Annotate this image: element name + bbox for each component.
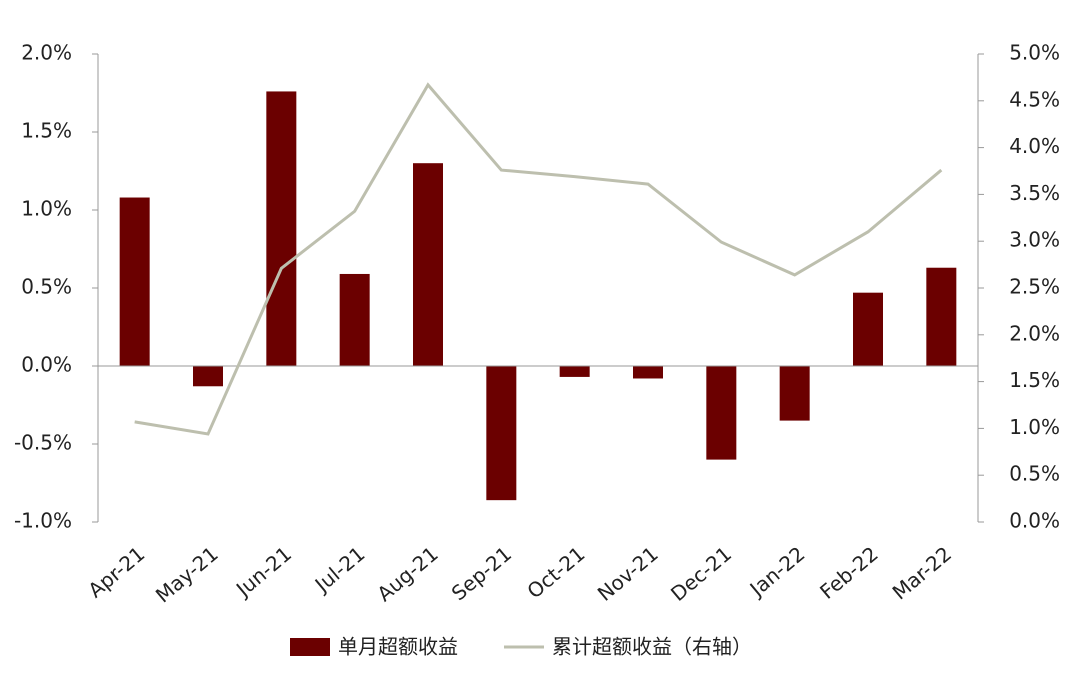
legend-label: 单月超额收益	[338, 635, 458, 659]
bar	[926, 267, 957, 366]
y-tick-label: -0.5%	[14, 431, 72, 455]
x-tick-label: Mar-22	[888, 542, 956, 605]
x-tick-label: Jun-21	[230, 542, 296, 603]
x-tick-label: Sep-21	[447, 542, 516, 606]
y2-tick-label: 4.5%	[1009, 87, 1060, 111]
x-tick-label: Apr-21	[83, 542, 149, 603]
x-tick-label: Feb-22	[815, 542, 883, 604]
bar	[486, 366, 517, 501]
bar	[706, 366, 737, 460]
x-tick-label: Oct-21	[522, 542, 589, 604]
y-tick-label: 2.0%	[21, 41, 72, 65]
x-tick-label: Jan-22	[744, 542, 810, 602]
y2-tick-label: 1.0%	[1009, 415, 1060, 439]
x-tick-label: Jul-21	[309, 542, 369, 598]
y2-tick-label: 2.0%	[1009, 321, 1060, 345]
bar	[413, 163, 443, 366]
bar	[779, 366, 810, 421]
x-tick-label: Nov-21	[593, 542, 663, 606]
x-tick-label: May-21	[151, 542, 223, 608]
y2-tick-label: 0.5%	[1009, 462, 1060, 486]
bar	[193, 366, 223, 387]
bar	[853, 292, 883, 366]
y2-tick-label: 5.0%	[1009, 41, 1060, 65]
y2-tick-label: 2.5%	[1009, 275, 1060, 299]
legend-swatch	[290, 638, 330, 656]
bar	[119, 197, 150, 366]
y-tick-label: 1.0%	[21, 197, 72, 221]
y2-tick-label: 1.5%	[1009, 368, 1060, 392]
y2-tick-label: 3.5%	[1009, 181, 1060, 205]
legend-label: 累计超额收益（右轴）	[552, 635, 752, 659]
y-tick-label: -1.0%	[14, 509, 72, 533]
line	[134, 82, 943, 436]
bar	[633, 366, 663, 379]
y-tick-label: 0.5%	[21, 275, 72, 299]
bar	[266, 91, 297, 366]
y2-tick-label: 0.0%	[1009, 509, 1060, 533]
x-tick-label: Aug-21	[372, 542, 442, 606]
x-tick-label: Dec-21	[666, 542, 736, 606]
y-tick-label: 1.5%	[21, 119, 72, 143]
y-tick-label: 0.0%	[21, 353, 72, 377]
y2-tick-label: 4.0%	[1009, 134, 1060, 158]
y2-tick-label: 3.0%	[1009, 228, 1060, 252]
bar	[339, 273, 370, 366]
bar	[559, 366, 590, 377]
